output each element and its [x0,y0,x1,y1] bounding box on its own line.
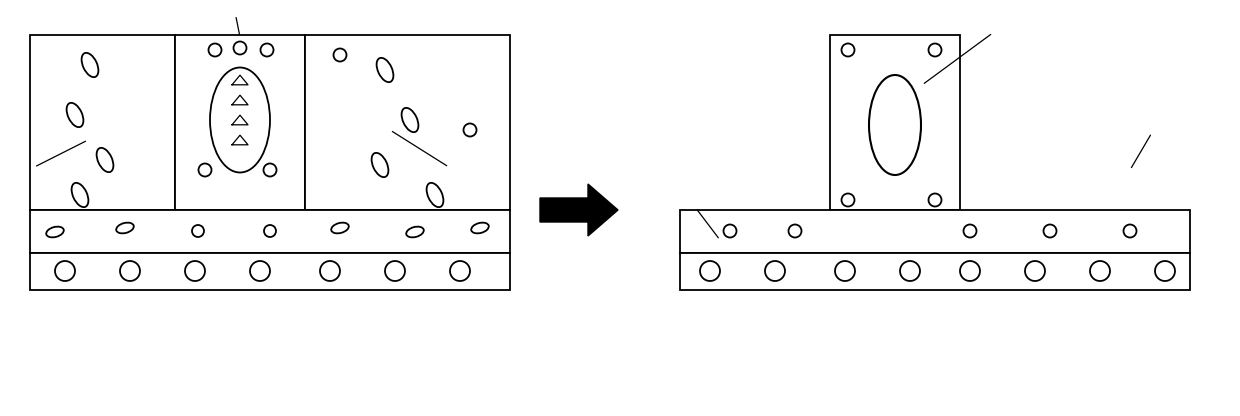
Bar [30,253,510,290]
Ellipse shape [789,225,801,238]
Ellipse shape [960,261,980,281]
Polygon shape [539,184,618,236]
Ellipse shape [117,223,134,233]
Ellipse shape [185,261,205,281]
Bar [175,35,305,210]
Ellipse shape [900,261,920,281]
Ellipse shape [407,227,424,238]
Text: 针料合金: 针料合金 [1130,130,1177,168]
Ellipse shape [198,163,212,176]
Ellipse shape [192,225,205,237]
Ellipse shape [67,103,83,127]
Ellipse shape [842,193,854,206]
Ellipse shape [464,124,476,136]
Ellipse shape [377,58,393,82]
Ellipse shape [250,261,270,281]
Ellipse shape [320,261,340,281]
Text: 空洞: 空洞 [924,30,1008,83]
Ellipse shape [233,42,247,54]
Ellipse shape [46,227,63,238]
Ellipse shape [82,53,98,77]
Ellipse shape [263,163,277,176]
Bar [680,253,1190,290]
Text: 阻锌制生坏: 阻锌制生坏 [206,12,264,34]
Ellipse shape [97,148,113,172]
Ellipse shape [1123,225,1137,238]
Text: 母料生坏: 母料生坏 [392,131,477,170]
Ellipse shape [331,223,348,233]
Ellipse shape [208,44,222,57]
Ellipse shape [372,153,388,177]
Ellipse shape [120,261,140,281]
Ellipse shape [1044,225,1056,238]
Bar [830,35,960,210]
Ellipse shape [450,261,470,281]
Ellipse shape [929,44,941,57]
Ellipse shape [384,261,405,281]
Ellipse shape [723,225,737,238]
Bar [30,210,510,253]
Ellipse shape [765,261,785,281]
Text: 针料生坏: 针料生坏 [5,141,86,170]
Ellipse shape [929,193,941,206]
Ellipse shape [427,183,444,207]
Ellipse shape [471,223,489,233]
Ellipse shape [869,75,921,175]
Bar [305,35,510,210]
Ellipse shape [842,44,854,57]
Ellipse shape [835,261,856,281]
Ellipse shape [55,261,74,281]
Ellipse shape [402,108,418,132]
Ellipse shape [701,261,720,281]
Ellipse shape [1090,261,1110,281]
Ellipse shape [1154,261,1176,281]
Ellipse shape [72,183,88,207]
Ellipse shape [963,225,977,238]
Ellipse shape [210,67,270,173]
Ellipse shape [264,225,277,237]
Ellipse shape [1025,261,1045,281]
Ellipse shape [260,44,274,57]
Text: 母料合金: 母料合金 [670,205,718,238]
Bar [680,210,1190,253]
Ellipse shape [334,49,346,62]
Bar [30,35,175,210]
